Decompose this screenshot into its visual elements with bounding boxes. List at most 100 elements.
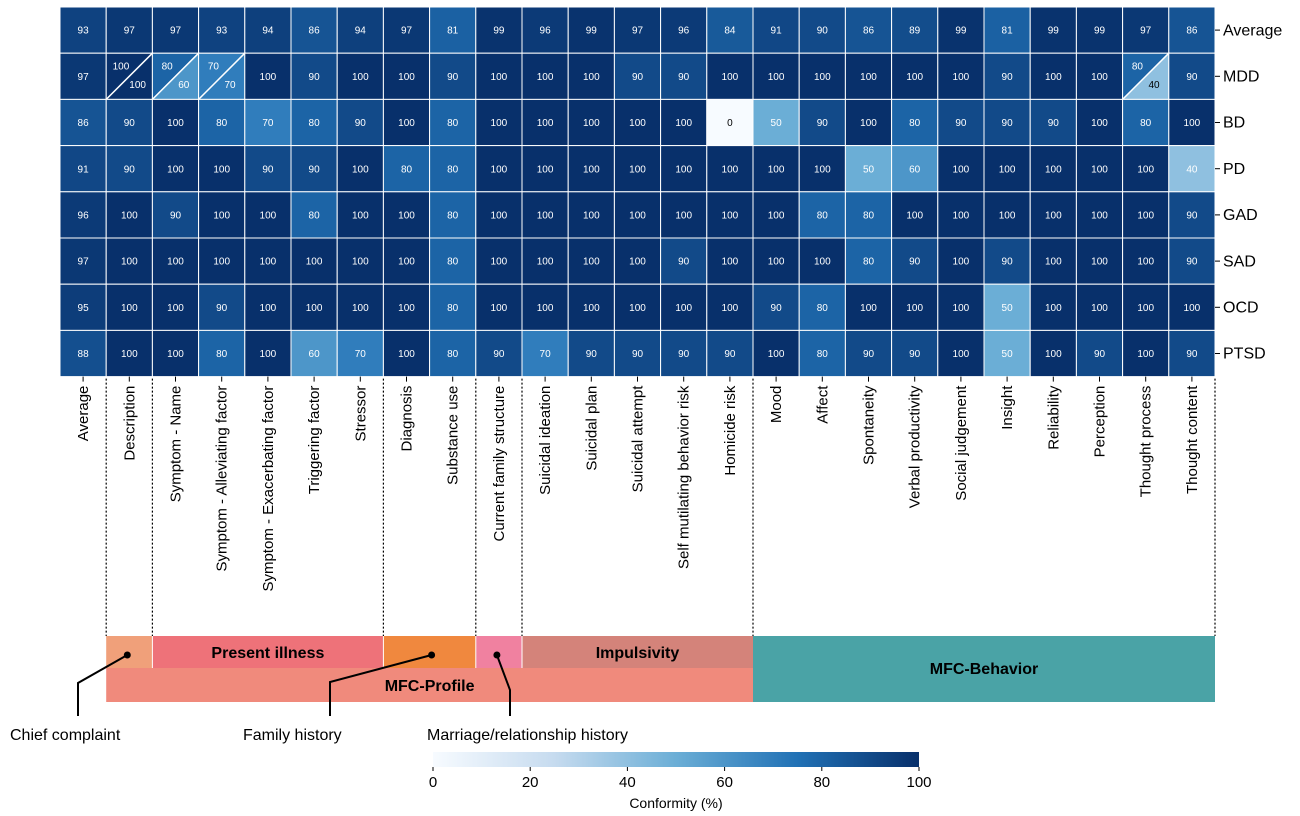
cell-mdd-6-label: 100	[352, 72, 369, 83]
group-2	[383, 636, 476, 668]
cell-gad-0	[59, 191, 107, 239]
cell-ocd-22-label: 100	[1091, 303, 1108, 314]
col-label-7: Diagnosis	[399, 386, 416, 452]
cell-pd-15	[752, 145, 800, 193]
cell-pd-9-label: 100	[491, 164, 508, 175]
cell-ptsd-23-label: 100	[1137, 349, 1154, 360]
cell-gad-2	[151, 191, 200, 239]
callouts: Chief complaint Family history Marriage/re…	[10, 651, 628, 744]
cell-average-18-label: 89	[909, 26, 921, 37]
cell-average-12-label: 97	[632, 26, 644, 37]
cell-bd-20	[983, 98, 1031, 147]
cell-ocd-4-label: 100	[260, 303, 277, 314]
cell-mdd-21-label: 100	[1045, 72, 1062, 83]
cell-ocd-10	[521, 283, 569, 331]
col-label-8: Substance use	[445, 386, 462, 485]
col-label-18: Verbal productivity	[907, 385, 924, 508]
cell-sad-17-label: 80	[863, 257, 875, 268]
group-4	[522, 636, 753, 668]
cell-ocd-15-label: 90	[771, 303, 783, 314]
cell-average-11-label: 99	[586, 26, 598, 37]
cell-average-7-label: 97	[401, 26, 413, 37]
cell-sad-10	[521, 237, 569, 285]
cell-ptsd-17	[844, 329, 893, 378]
cell-bd-9	[475, 98, 523, 147]
cell-average-19	[937, 6, 985, 54]
cell-sad-22	[1075, 237, 1124, 285]
col-label-9: Current family structure	[491, 386, 508, 542]
cell-bd-9-label: 100	[491, 118, 508, 129]
cell-ptsd-12-label: 90	[632, 349, 644, 360]
cell-sad-14-label: 100	[722, 257, 739, 268]
cell-ocd-7	[382, 283, 431, 331]
cell-ocd-21	[1029, 283, 1077, 331]
col-label-2: Symptom - Name	[168, 386, 185, 503]
cell-ocd-17-label: 100	[860, 303, 877, 314]
cell-sad-24-label: 90	[1186, 257, 1198, 268]
cell-average-21-label: 99	[1048, 26, 1060, 37]
cell-sad-3-label: 100	[213, 257, 230, 268]
cell-mdd-7-label: 100	[398, 72, 415, 83]
cell-ptsd-14-label: 90	[724, 349, 736, 360]
cell-mdd-17	[844, 52, 893, 100]
cell-ocd-8-label: 80	[447, 303, 459, 314]
cell-mdd-19-label: 100	[953, 72, 970, 83]
cell-gad-16-label: 80	[817, 211, 829, 222]
cell-gad-17-label: 80	[863, 211, 875, 222]
cell-mdd-5-label: 90	[309, 72, 321, 83]
cell-gad-3-label: 100	[213, 211, 230, 222]
cell-gad-23-label: 100	[1137, 211, 1154, 222]
cell-pd-15-label: 100	[768, 164, 785, 175]
cell-mdd-18-label: 100	[906, 72, 923, 83]
cell-bd-18	[891, 98, 939, 147]
cell-gad-4-label: 100	[260, 211, 277, 222]
cell-bd-12-label: 100	[629, 118, 646, 129]
cell-mdd-2-split-line	[151, 52, 200, 100]
cell-average-24-label: 86	[1186, 26, 1198, 37]
cell-average-1-label: 97	[124, 26, 136, 37]
cell-ptsd-21-label: 100	[1045, 349, 1062, 360]
cell-mdd-18	[891, 52, 939, 100]
cell-mdd-3-lower-label: 70	[224, 80, 236, 91]
cell-mdd-7	[382, 52, 431, 100]
cell-mdd-11-label: 100	[583, 72, 600, 83]
cell-pd-22-label: 100	[1091, 164, 1108, 175]
cell-average-16	[798, 6, 846, 54]
cell-pd-8-label: 80	[447, 164, 459, 175]
cell-ocd-14-label: 100	[722, 303, 739, 314]
cell-gad-10-label: 100	[537, 211, 554, 222]
cell-sad-16-label: 100	[814, 257, 831, 268]
callout-line-1	[329, 654, 432, 716]
cell-ocd-5	[290, 283, 338, 331]
cell-sad-23-label: 100	[1137, 257, 1154, 268]
cell-ocd-9-label: 100	[491, 303, 508, 314]
cell-sad-1	[105, 237, 153, 285]
col-label-3: Symptom - Alleviating factor	[214, 386, 231, 572]
col-label-16: Affect	[814, 385, 831, 424]
colorbar-tick-label-2: 40	[619, 774, 636, 791]
cell-sad-17	[844, 237, 893, 285]
cell-ptsd-2	[151, 329, 200, 378]
cell-gad-16	[798, 191, 846, 239]
cell-mdd-1-upper-label: 100	[113, 62, 130, 73]
cell-mdd-17-label: 100	[860, 72, 877, 83]
cell-sad-7	[382, 237, 431, 285]
cell-average-23-label: 97	[1140, 26, 1152, 37]
cell-pd-16-label: 100	[814, 164, 831, 175]
cell-gad-12	[613, 191, 662, 239]
cell-average-22-label: 99	[1094, 26, 1106, 37]
cell-mdd-5	[290, 52, 338, 100]
cell-bd-2-label: 100	[167, 118, 184, 129]
cell-pd-2-label: 100	[167, 164, 184, 175]
cell-sad-19	[937, 237, 985, 285]
cell-mdd-20	[983, 52, 1031, 100]
cell-sad-11	[567, 237, 615, 285]
cell-sad-22-label: 100	[1091, 257, 1108, 268]
cell-ptsd-14	[706, 329, 754, 378]
cell-sad-9	[475, 237, 523, 285]
cell-ptsd-9-label: 90	[493, 349, 505, 360]
cell-sad-7-label: 100	[398, 257, 415, 268]
cell-bd-0-label: 86	[78, 118, 90, 129]
cell-gad-7-label: 100	[398, 211, 415, 222]
cell-average-9-label: 99	[493, 26, 505, 37]
